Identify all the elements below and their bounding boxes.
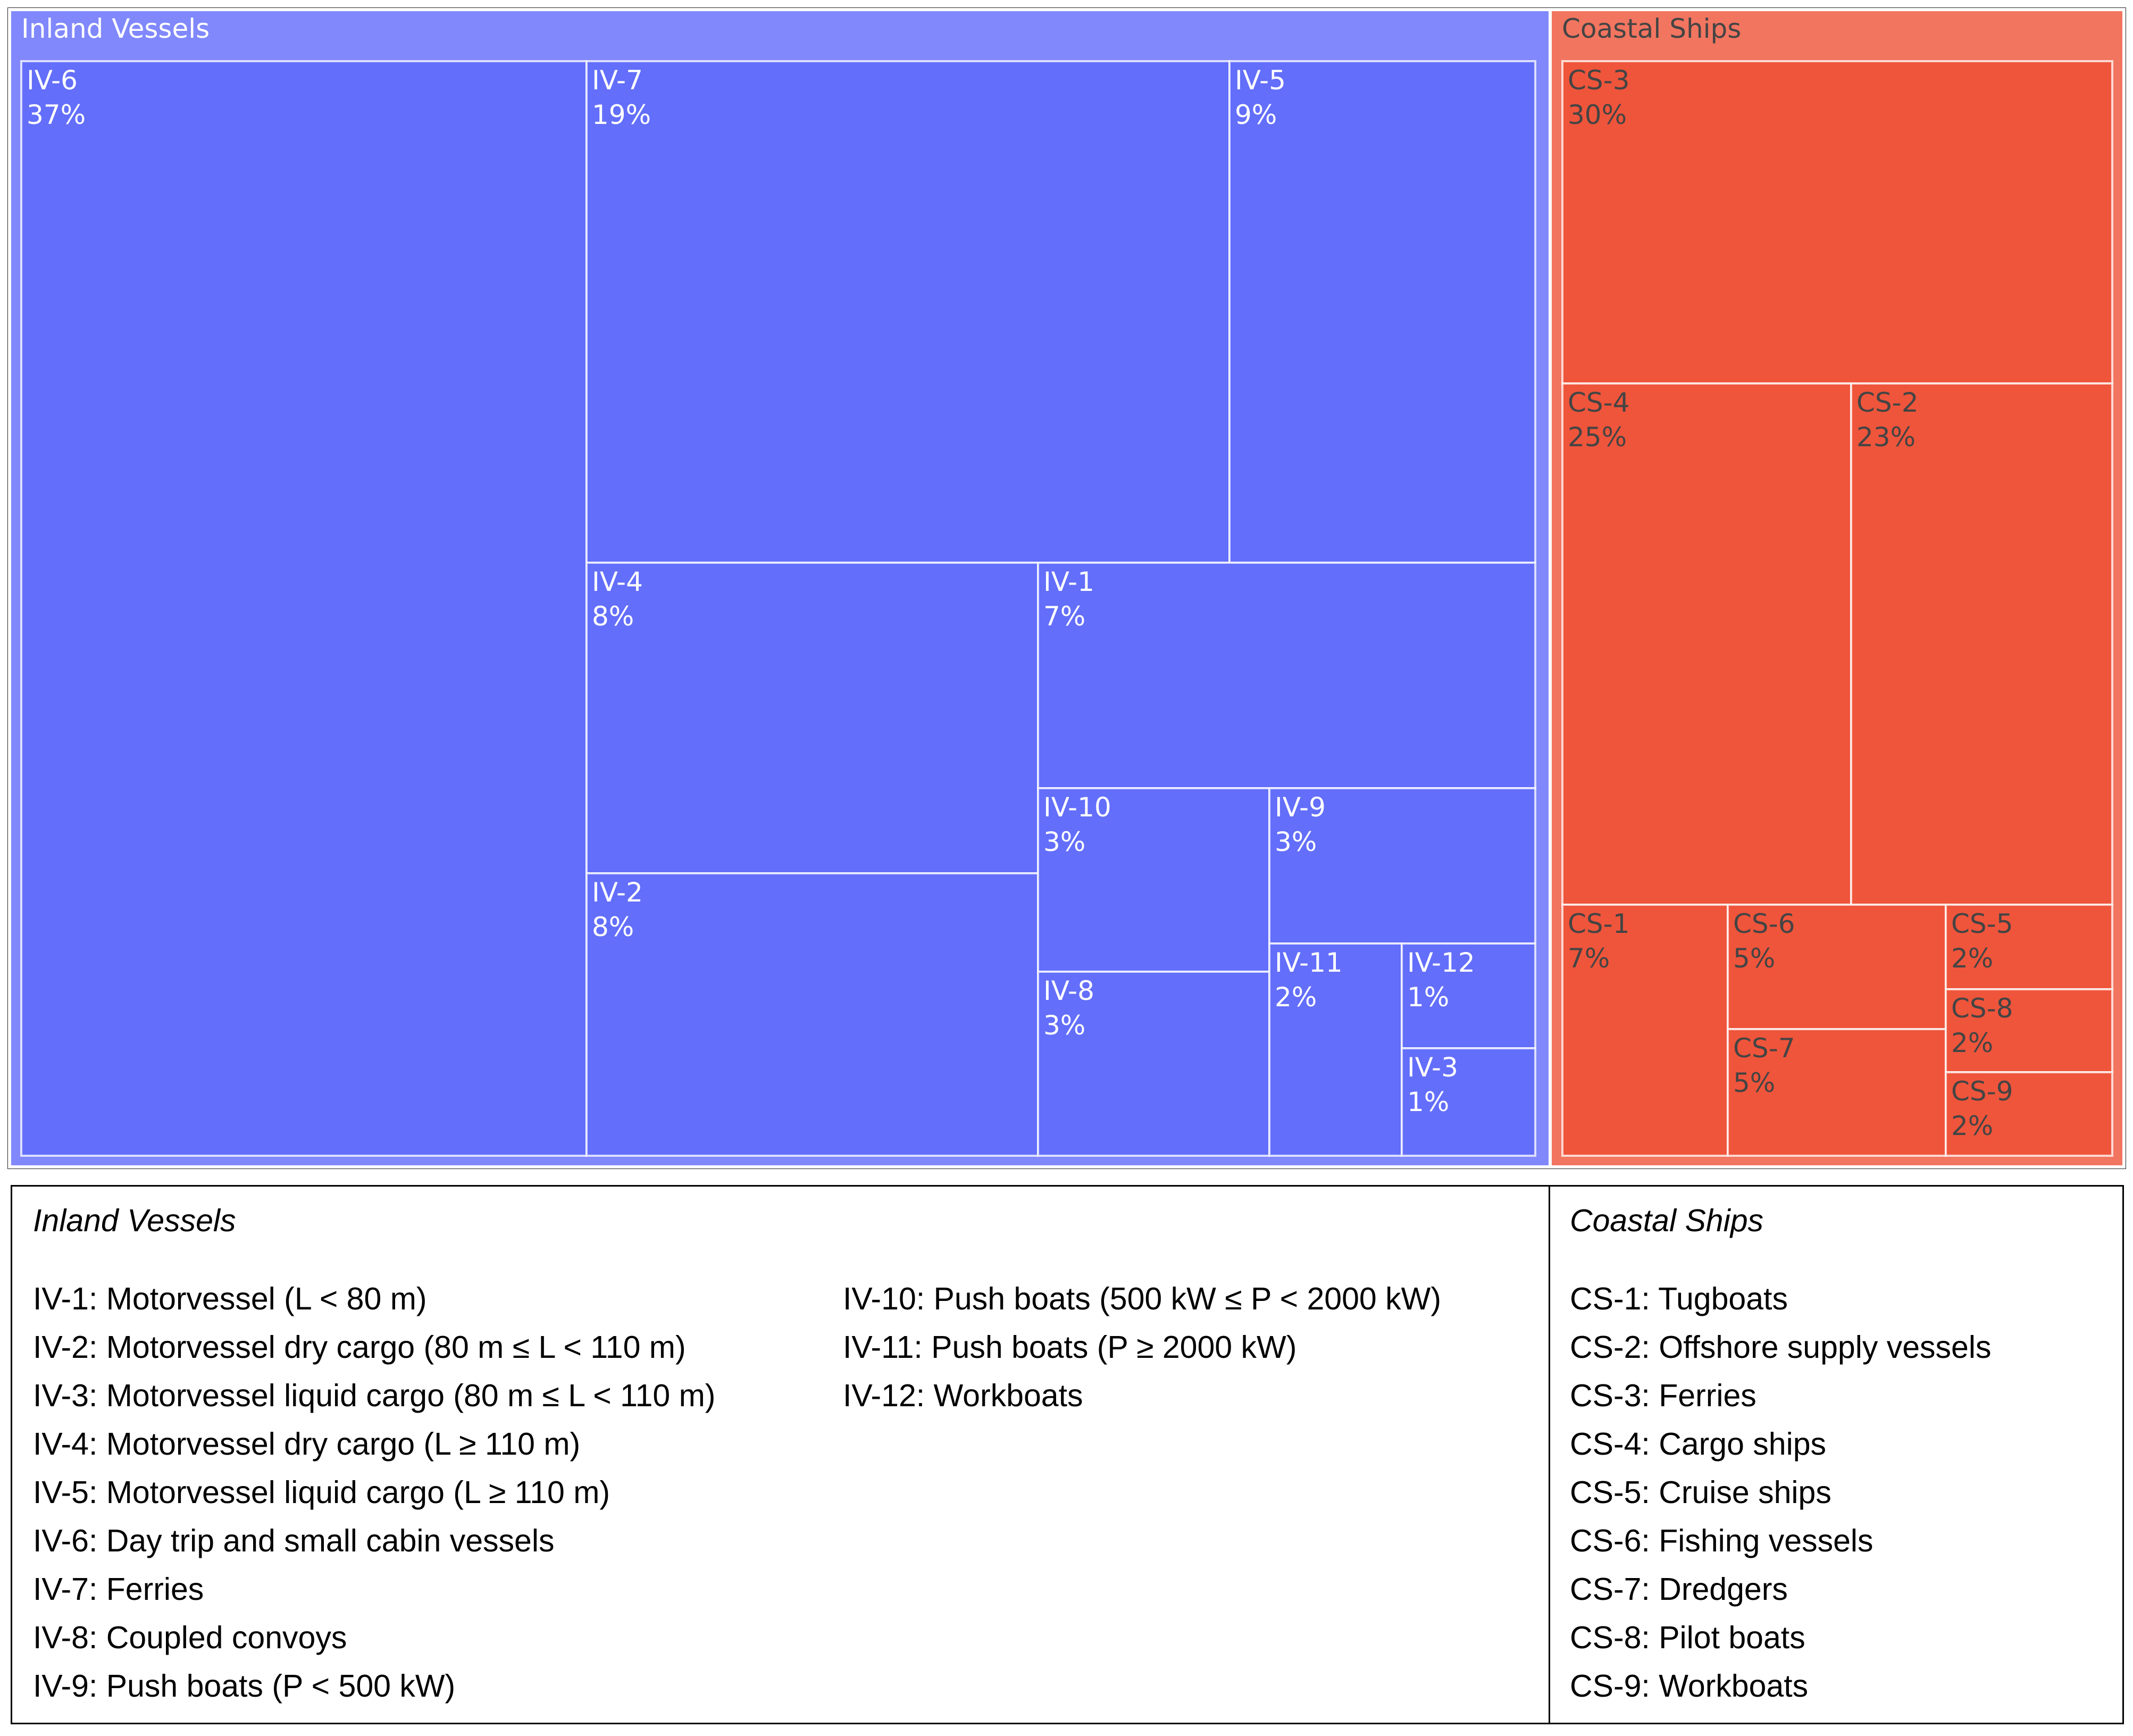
tile-label-iv-10: IV-10	[1043, 792, 1111, 823]
tile-value-cs-1: 7%	[1568, 943, 1610, 974]
tile-label-cs-5: CS-5	[1951, 908, 2013, 939]
tile-value-iv-9: 3%	[1275, 827, 1317, 857]
legend-heading-coastal: Coastal Ships	[1570, 1203, 1764, 1238]
legend-item-cs-7: CS-7: Dredgers	[1570, 1572, 1788, 1607]
legend-item-cs-2: CS-2: Offshore supply vessels	[1570, 1330, 1992, 1365]
legend-item-cs-9: CS-9: Workboats	[1570, 1668, 1809, 1704]
legend-item-cs-1: CS-1: Tugboats	[1570, 1281, 1788, 1316]
tile-label-iv-7: IV-7	[592, 65, 643, 96]
tile-label-iv-11: IV-11	[1275, 947, 1343, 978]
tile-label-cs-4: CS-4	[1568, 387, 1630, 418]
treemap-tile-iv-7[interactable]	[585, 60, 1231, 564]
legend-list-inland-1: IV-1: Motorvessel (L < 80 m) IV-2: Motorv…	[33, 1275, 715, 1710]
legend-item-cs-4: CS-4: Cargo ships	[1570, 1426, 1827, 1462]
tile-label-iv-6: IV-6	[27, 65, 78, 96]
legend-item-iv-6: IV-6: Day trip and small cabin vessels	[33, 1523, 555, 1558]
tile-label-cs-9: CS-9	[1951, 1076, 2013, 1107]
tile-value-cs-8: 2%	[1951, 1028, 1993, 1058]
treemap-tile-cs-2[interactable]	[1850, 382, 2113, 906]
treemap-tile-cs-8[interactable]	[1945, 988, 2113, 1073]
tile-value-cs-3: 30%	[1568, 99, 1627, 130]
treemap-tile-iv-12[interactable]	[1401, 942, 1536, 1049]
tile-value-cs-9: 2%	[1951, 1111, 1993, 1141]
legend-item-cs-8: CS-8: Pilot boats	[1570, 1620, 1805, 1655]
tile-label-cs-1: CS-1	[1568, 908, 1630, 939]
tile-label-iv-4: IV-4	[592, 566, 643, 597]
tile-value-cs-4: 25%	[1568, 422, 1627, 453]
tile-label-cs-2: CS-2	[1856, 387, 1919, 418]
tile-value-iv-10: 3%	[1043, 827, 1085, 857]
treemap-tile-iv-4[interactable]	[585, 562, 1039, 874]
tile-value-iv-1: 7%	[1043, 601, 1085, 632]
treemap-tile-iv-5[interactable]	[1228, 60, 1536, 564]
tile-value-cs-5: 2%	[1951, 943, 1993, 974]
tile-label-iv-12: IV-12	[1407, 947, 1475, 978]
treemap-group-label-inland-vessels: Inland Vessels	[21, 13, 210, 44]
tile-label-iv-1: IV-1	[1043, 566, 1094, 597]
treemap-tile-cs-5[interactable]	[1945, 904, 2113, 990]
treemap-tile-cs-4[interactable]	[1561, 382, 1852, 906]
legend-divider	[1549, 1185, 1550, 1724]
legend-item-iv-11: IV-11: Push boats (P ≥ 2000 kW)	[843, 1330, 1297, 1365]
legend-list-inland-2: IV-10: Push boats (500 kW ≤ P < 2000 kW)…	[843, 1275, 1441, 1420]
legend-item-iv-2: IV-2: Motorvessel dry cargo (80 m ≤ L < …	[33, 1330, 686, 1365]
legend-item-iv-8: IV-8: Coupled convoys	[33, 1620, 347, 1655]
legend-item-iv-12: IV-12: Workboats	[843, 1378, 1083, 1413]
tile-value-iv-11: 2%	[1275, 982, 1317, 1013]
treemap-tile-cs-7[interactable]	[1727, 1028, 1947, 1157]
tile-value-iv-7: 19%	[592, 99, 651, 130]
treemap-tile-iv-10[interactable]	[1037, 787, 1270, 973]
tile-label-iv-2: IV-2	[592, 877, 643, 908]
tile-label-iv-5: IV-5	[1235, 65, 1286, 96]
legend-box	[11, 1185, 2124, 1724]
legend-item-iv-9: IV-9: Push boats (P < 500 kW)	[33, 1668, 456, 1704]
legend-item-iv-3: IV-3: Motorvessel liquid cargo (80 m ≤ L…	[33, 1378, 716, 1413]
tile-value-iv-12: 1%	[1407, 982, 1449, 1013]
tile-label-cs-7: CS-7	[1733, 1033, 1795, 1064]
legend-list-coastal: CS-1: Tugboats CS-2: Offshore supply vess…	[1570, 1275, 1991, 1710]
treemap-tile-iv-9[interactable]	[1268, 787, 1536, 945]
legend-item-cs-3: CS-3: Ferries	[1570, 1378, 1756, 1413]
tile-label-iv-3: IV-3	[1407, 1052, 1458, 1083]
tile-value-iv-2: 8%	[592, 912, 634, 942]
tile-value-iv-8: 3%	[1043, 1010, 1085, 1041]
tile-value-iv-3: 1%	[1407, 1087, 1449, 1117]
treemap-tile-iv-6[interactable]	[20, 60, 588, 1157]
tile-label-cs-6: CS-6	[1733, 908, 1795, 939]
legend-item-iv-7: IV-7: Ferries	[33, 1572, 204, 1607]
treemap-tile-cs-6[interactable]	[1727, 904, 1947, 1030]
tile-label-iv-9: IV-9	[1275, 792, 1326, 823]
treemap-tile-iv-2[interactable]	[585, 872, 1039, 1157]
legend-item-iv-5: IV-5: Motorvessel liquid cargo (L ≥ 110 …	[33, 1475, 610, 1510]
treemap-tile-iv-1[interactable]	[1037, 562, 1536, 789]
tile-value-cs-6: 5%	[1733, 943, 1775, 974]
legend-item-iv-1: IV-1: Motorvessel (L < 80 m)	[33, 1281, 427, 1316]
tile-label-cs-8: CS-8	[1951, 993, 2013, 1024]
tile-value-cs-2: 23%	[1856, 422, 1915, 453]
tile-label-cs-3: CS-3	[1568, 65, 1630, 96]
legend-heading-inland: Inland Vessels	[33, 1203, 236, 1238]
treemap-tile-cs-1[interactable]	[1561, 904, 1729, 1157]
treemap-tile-iv-3[interactable]	[1401, 1047, 1536, 1157]
tile-value-cs-7: 5%	[1733, 1067, 1775, 1098]
tile-value-iv-5: 9%	[1235, 99, 1277, 130]
treemap-tile-iv-8[interactable]	[1037, 971, 1270, 1157]
legend-item-cs-6: CS-6: Fishing vessels	[1570, 1523, 1873, 1558]
legend-item-iv-4: IV-4: Motorvessel dry cargo (L ≥ 110 m)	[33, 1426, 581, 1462]
treemap-tile-cs-3[interactable]	[1561, 60, 2113, 385]
treemap-group-label-coastal-ships: Coastal Ships	[1562, 13, 1741, 44]
treemap-tile-cs-9[interactable]	[1945, 1071, 2113, 1157]
tile-value-iv-4: 8%	[592, 601, 634, 632]
tile-value-iv-6: 37%	[27, 99, 86, 130]
tile-label-iv-8: IV-8	[1043, 975, 1094, 1006]
treemap-chart: Inland Vessels IV-637% IV-719% IV-59% IV-4 8%…	[7, 7, 2126, 1169]
treemap-tile-iv-11[interactable]	[1268, 942, 1403, 1157]
legend-item-cs-5: CS-5: Cruise ships	[1570, 1475, 1831, 1510]
legend-item-iv-10: IV-10: Push boats (500 kW ≤ P < 2000 kW)	[843, 1281, 1441, 1316]
